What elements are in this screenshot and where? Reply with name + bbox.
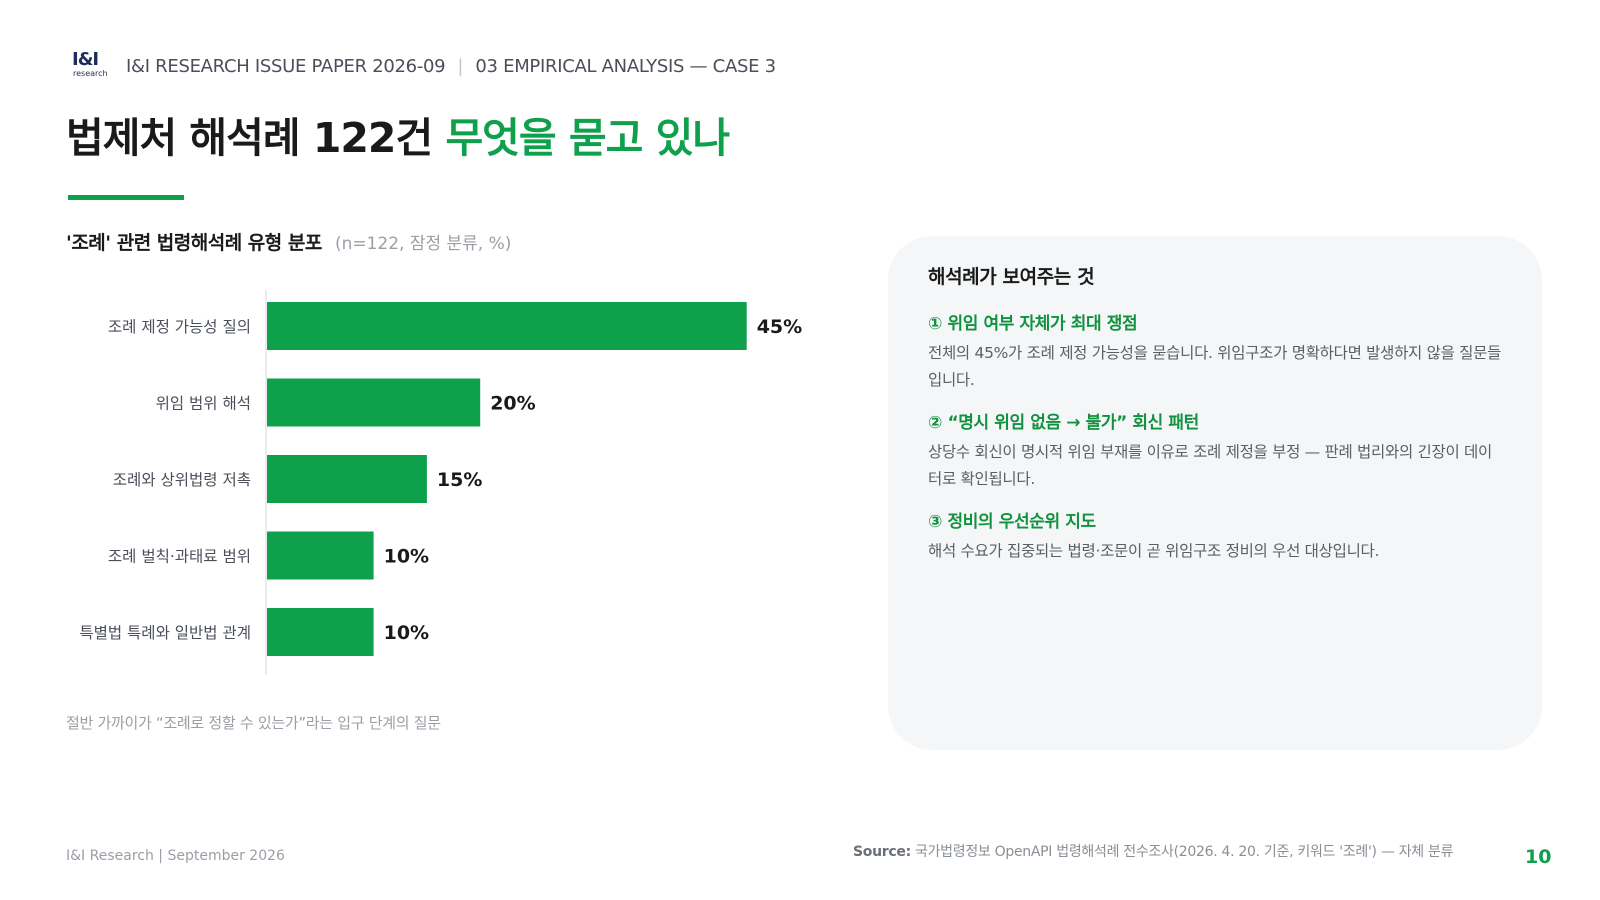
bar [267,302,747,350]
chart-note: (n=122, 잠정 분류, %) [334,234,512,254]
page-title: 법제처 해석례 122건 무엇을 묻고 있나 [66,104,730,164]
logo-mark: I&I [72,49,99,70]
value-label: 15% [437,469,482,491]
category-label: 조례 벌칙·과태료 범위 [108,548,251,566]
chart-heading: '조례' 관련 법령해석례 유형 분포 (n=122, 잠정 분류, %) [66,228,511,255]
brand-logo: I&I research [72,49,112,80]
insight-title: ① 위임 여부 자체가 최대 쟁점 [928,314,1138,334]
insight-title: ③ 정비의 우선순위 지도 [928,512,1096,532]
category-label: 조례 제정 가능성 질의 [108,318,251,336]
bar [267,378,481,427]
bar [267,608,374,656]
insight-point: ① 위임 여부 자체가 최대 쟁점 전체의 45%가 조례 제정 가능성을 묻습… [928,309,1502,394]
source-text: 국가법령정보 OpenAPI 법령해석례 전수조사(2026. 4. 20. 기… [910,844,1454,860]
header: I&I research I&I RESEARCH ISSUE PAPER 20… [72,49,776,80]
insight-title: ② “명시 위임 없음 → 불가” 회신 패턴 [928,413,1199,433]
category-label: 조례와 상위법령 저촉 [113,471,251,489]
footer-source: Source: 국가법령정보 OpenAPI 법령해석례 전수조사(2026. … [853,841,1453,861]
insight-point: ② “명시 위임 없음 → 불가” 회신 패턴 상당수 회신이 명시적 위임 부… [928,408,1502,493]
chart-footnote: 절반 가까이가 “조례로 정할 수 있는가”라는 입구 단계의 질문 [66,714,441,732]
insight-body: 상당수 회신이 명시적 위임 부재를 이유로 조례 제정을 부정 — 판례 법리… [928,443,1492,488]
title-main: 법제처 해석례 122건 [66,114,446,162]
bar-chart: 조례 제정 가능성 질의 45% 위임 범위 해석 20% 조례와 상위법령 저촉 15%… [60,290,820,694]
insight-point: ③ 정비의 우선순위 지도 해석 수요가 집중되는 법령·조문이 곧 위임구조 … [928,507,1502,565]
panel-title: 해석례가 보여주는 것 [928,266,1095,288]
header-separator: | [457,55,464,77]
insight-body: 전체의 45%가 조례 제정 가능성을 묻습니다. 위임구조가 명확하다면 발생… [928,344,1502,389]
insight-panel: 해석례가 보여주는 것 ① 위임 여부 자체가 최대 쟁점 전체의 45%가 조… [888,236,1542,750]
footer-org-date: I&I Research | September 2026 [66,848,285,864]
bar [267,531,374,580]
source-label: Source: [853,844,911,860]
value-label: 10% [384,546,429,568]
title-underline [68,195,184,200]
paper-id: I&I RESEARCH ISSUE PAPER 2026-09 [126,55,446,77]
logo-subtext: research [73,69,108,78]
value-label: 10% [384,622,429,644]
category-label: 특별법 특례와 일반법 관계 [79,624,251,642]
bar [267,455,427,503]
value-label: 45% [757,316,802,338]
chart-title: '조례' 관련 법령해석례 유형 분포 [66,232,322,254]
insight-body: 해석 수요가 집중되는 법령·조문이 곧 위임구조 정비의 우선 대상입니다. [928,542,1380,560]
value-label: 20% [490,393,535,415]
page-number: 10 [1525,846,1552,868]
category-label: 위임 범위 해석 [156,395,251,413]
section-label: 03 EMPIRICAL ANALYSIS — CASE 3 [475,55,776,77]
title-accent: 무엇을 묻고 있나 [445,114,730,162]
bar-chart-svg: 조례 제정 가능성 질의 45% 위임 범위 해석 20% 조례와 상위법령 저촉 15%… [79,290,802,675]
